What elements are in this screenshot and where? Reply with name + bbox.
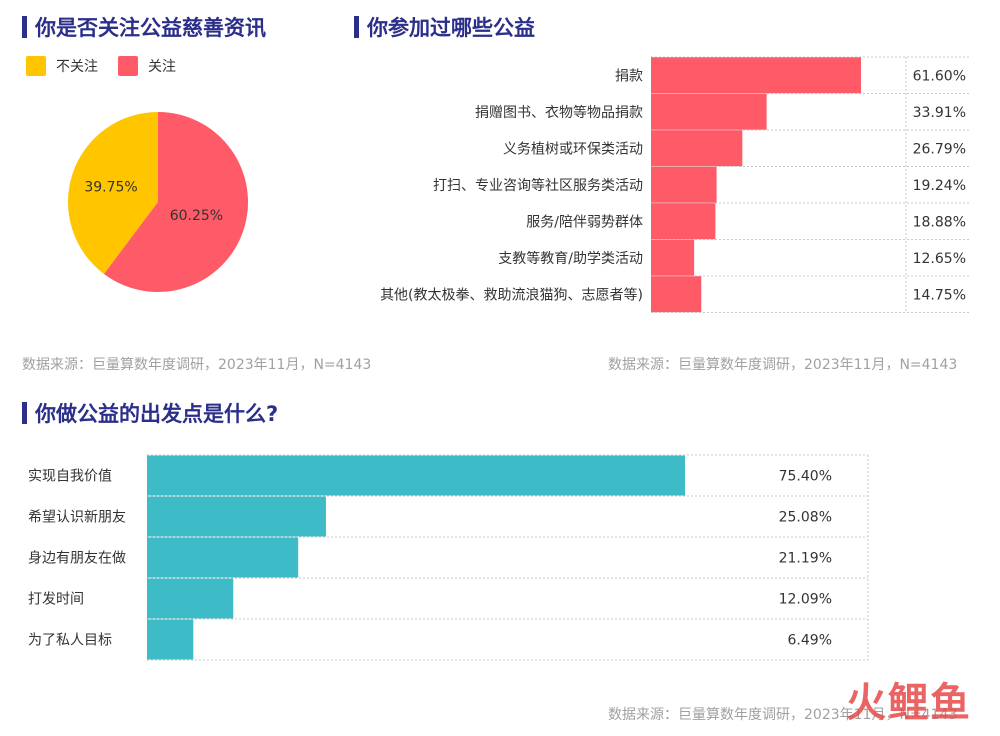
value-label: 12.09% [779, 592, 832, 608]
category-label: 捐款 [615, 68, 643, 84]
legend-swatch-red [118, 56, 138, 76]
bar [651, 203, 716, 240]
pie-slice-label: 60.25% [170, 208, 223, 224]
value-label: 75.40% [779, 469, 832, 485]
bar [651, 130, 743, 167]
category-label: 打发时间 [28, 591, 84, 608]
data-source-note: 数据来源：巨量算数年度调研，2023年11月，N=4143 [608, 707, 958, 723]
category-label: 义务植树或环保类活动 [503, 141, 643, 157]
data-source-note: 数据来源：巨量算数年度调研，2023年11月，N=4143 [608, 357, 958, 373]
value-label: 12.65% [913, 251, 966, 267]
bar [147, 619, 194, 660]
legend-label: 不关注 [56, 59, 98, 75]
legend-item-concerned: 关注 [118, 56, 176, 76]
bar-chart-motivation: 实现自我价值 75.40% 希望认识新朋友 25.08% 身边有朋友在做 21.19% 打发… [28, 454, 869, 661]
category-label: 身边有朋友在做 [28, 551, 126, 567]
category-label: 服务/陪伴弱势群体 [526, 214, 643, 230]
value-label: 33.91% [913, 105, 966, 121]
legend-item-not-concerned: 不关注 [26, 56, 98, 76]
value-label: 25.08% [779, 510, 832, 526]
data-source-note: 数据来源：巨量算数年度调研，2023年11月，N=4143 [22, 357, 372, 373]
value-label: 6.49% [788, 633, 832, 649]
legend-swatch-yellow [26, 56, 46, 76]
title-accent-bar [354, 16, 359, 38]
pie-slice [103, 112, 249, 292]
bar [651, 276, 702, 313]
bar [147, 578, 234, 619]
category-label: 打扫、专业咨询等社区服务类活动 [433, 177, 643, 194]
value-label: 26.79% [913, 141, 966, 157]
section-title-motivation: 你做公益的出发点是什么? [22, 398, 278, 428]
value-label: 19.24% [913, 178, 966, 194]
watermark-logo: 火鲤鱼 [846, 680, 972, 726]
value-label: 14.75% [913, 287, 966, 303]
bar [147, 455, 685, 496]
section-title-text: 你参加过哪些公益 [367, 16, 535, 40]
section-title-attention: 你是否关注公益慈善资讯 [22, 12, 266, 42]
section-title-text: 你做公益的出发点是什么? [35, 402, 279, 426]
bar [651, 166, 717, 203]
bar [147, 537, 299, 578]
pie-chart-attention: 39.75% 60.25% [68, 112, 249, 292]
bar-chart-participation: 捐款 61.60% 捐赠图书、衣物等物品捐款 33.91% 义务植树或环保类活动 26.7… [380, 56, 970, 313]
value-label: 61.60% [913, 68, 966, 84]
category-label: 实现自我价值 [28, 469, 112, 485]
section-title-text: 你是否关注公益慈善资讯 [35, 16, 266, 40]
title-accent-bar [22, 16, 27, 38]
section-title-participation: 你参加过哪些公益 [354, 12, 535, 42]
pie-slice-label: 39.75% [84, 179, 137, 195]
pie-slice [68, 112, 158, 274]
value-label: 21.19% [779, 551, 832, 567]
title-accent-bar [22, 402, 27, 424]
category-label: 支教等教育/助学类活动 [498, 250, 643, 267]
value-label: 18.88% [913, 214, 966, 230]
legend-label: 关注 [148, 59, 176, 75]
category-label: 希望认识新朋友 [28, 510, 126, 526]
category-label: 捐赠图书、衣物等物品捐款 [475, 104, 643, 121]
bar [147, 496, 326, 537]
bar [651, 93, 767, 130]
category-label: 为了私人目标 [28, 633, 112, 649]
bar [651, 57, 861, 94]
category-label: 其他(教太极拳、救助流浪猫狗、志愿者等) [380, 286, 643, 303]
bar [651, 239, 695, 276]
